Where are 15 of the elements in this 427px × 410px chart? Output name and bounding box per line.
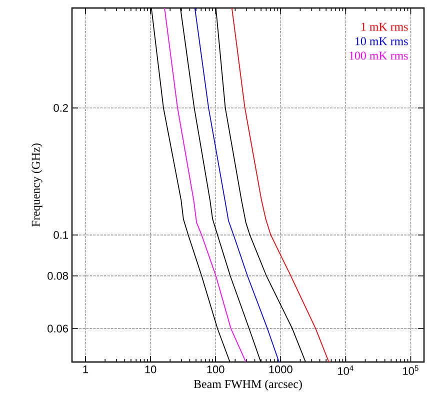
y-tick-label: 0.08 <box>48 272 68 280</box>
x-tick-label: 1000 <box>269 366 292 374</box>
x-axis-title: Beam FWHM (arcsec) <box>194 380 302 391</box>
x-tick-label: 10$^{4}$ <box>338 366 354 375</box>
text: 10 mK rms <box>356 37 408 46</box>
x-tick-label: 1 <box>83 366 88 374</box>
text: 1 mK rms <box>361 22 408 31</box>
x-tick-label: 10$^{5}$ <box>403 366 418 375</box>
y-tick-label: 0.06 <box>48 324 68 332</box>
y-tick-label: 0.1 <box>54 231 68 239</box>
x-tick-label: 10 <box>145 366 156 374</box>
y-axis-title: Frequency (GHz) <box>31 144 42 227</box>
y-tick-label: 0.2 <box>54 104 68 112</box>
text: 100 mK rms <box>350 52 408 60</box>
x-tick-label: 100 <box>207 366 224 374</box>
